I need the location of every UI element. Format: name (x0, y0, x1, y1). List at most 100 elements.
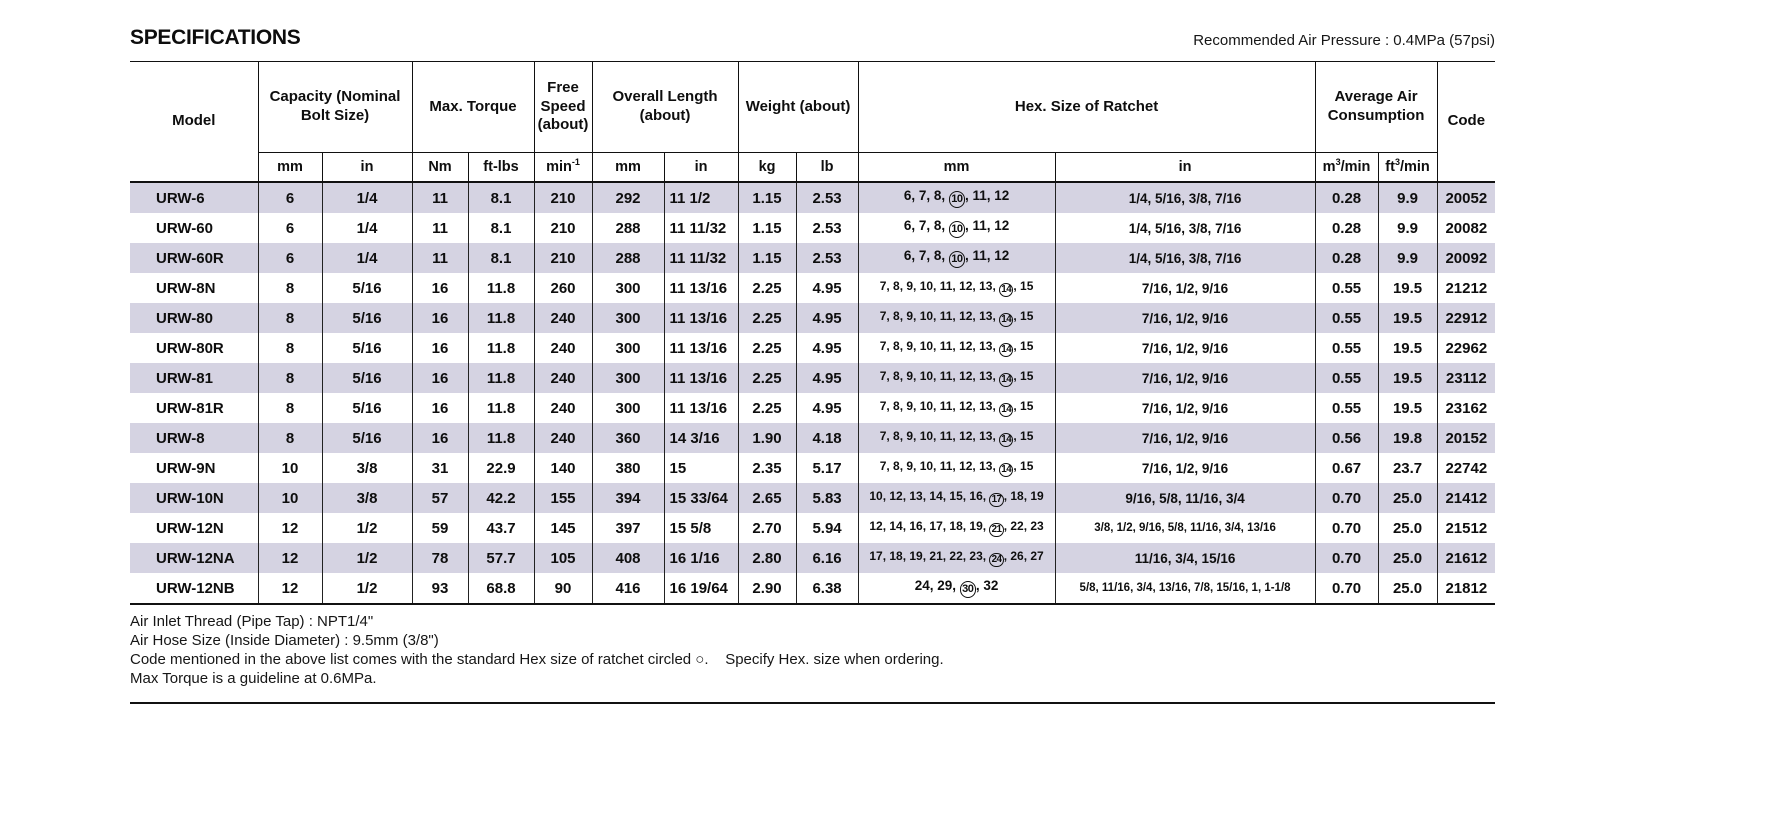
cell-length-mm: 397 (591, 513, 665, 543)
cell-hex-mm: 24, 29, 30, 32 (857, 573, 1056, 604)
cell-hex-in: 7/16, 1/2, 9/16 (1054, 393, 1316, 423)
cell-code: 23162 (1436, 393, 1496, 423)
cell-model: URW-8N (130, 273, 258, 303)
cell-torque-nm: 93 (411, 573, 468, 604)
cell-air-ft3min: 25.0 (1377, 543, 1438, 573)
cell-model: URW-81R (130, 393, 258, 423)
cell-capacity-in: 1/2 (321, 573, 412, 604)
cell-capacity-mm: 8 (257, 303, 322, 333)
cell-code: 21412 (1436, 483, 1496, 513)
cell-capacity-in: 5/16 (321, 393, 412, 423)
cell-code: 20052 (1436, 182, 1496, 213)
cell-air-ft3min: 19.5 (1377, 363, 1438, 393)
cell-length-in: 15 5/8 (663, 513, 739, 543)
specifications-table: Model Capacity (Nominal Bolt Size) Max. … (130, 61, 1496, 605)
cell-torque-nm: 16 (411, 273, 468, 303)
cell-length-in: 16 19/64 (663, 573, 739, 604)
cell-torque-ftlbs: 8.1 (467, 213, 535, 243)
cell-free-speed: 210 (533, 182, 593, 213)
bottom-rule (130, 702, 1495, 704)
cell-hex-mm: 6, 7, 8, 10, 11, 12 (857, 243, 1056, 273)
footnote: Code mentioned in the above list comes w… (130, 651, 944, 668)
cell-length-in: 14 3/16 (663, 423, 739, 453)
cell-model: URW-9N (130, 453, 258, 483)
unit-header: ft-lbs (467, 152, 535, 182)
unit-header: lb (795, 152, 859, 182)
cell-hex-in: 7/16, 1/2, 9/16 (1054, 423, 1316, 453)
cell-free-speed: 240 (533, 333, 593, 363)
cell-capacity-mm: 12 (257, 573, 322, 604)
cell-weight-kg: 1.15 (737, 243, 797, 273)
cell-capacity-mm: 8 (257, 423, 322, 453)
cell-torque-ftlbs: 11.8 (467, 273, 535, 303)
cell-weight-lb: 2.53 (795, 182, 859, 213)
cell-model: URW-80 (130, 303, 258, 333)
table-row: URW-8 8 5/16 16 11.8 240 360 14 3/16 1.90 4.18 7, … (130, 423, 1496, 453)
cell-weight-lb: 4.95 (795, 333, 859, 363)
cell-weight-kg: 2.80 (737, 543, 797, 573)
footnote: Air Inlet Thread (Pipe Tap) : NPT1/4" (130, 613, 374, 630)
cell-model: URW-6 (130, 182, 258, 213)
cell-weight-kg: 1.15 (737, 213, 797, 243)
cell-hex-mm: 7, 8, 9, 10, 11, 12, 13, 14, 15 (857, 363, 1056, 393)
col-header-free-speed: Free Speed (about) (533, 61, 593, 153)
table-row: URW-12NB 12 1/2 93 68.8 90 416 16 19/64 2.90 6.38… (130, 573, 1496, 604)
cell-free-speed: 240 (533, 393, 593, 423)
footnote: Max Torque is a guideline at 0.6MPa. (130, 670, 377, 687)
cell-model: URW-12N (130, 513, 258, 543)
circled-number: 17 (989, 492, 1004, 508)
cell-length-mm: 394 (591, 483, 665, 513)
cell-length-in: 11 13/16 (663, 273, 739, 303)
cell-torque-nm: 11 (411, 243, 468, 273)
cell-torque-nm: 57 (411, 483, 468, 513)
col-header-max-torque: Max. Torque (411, 61, 535, 153)
cell-air-m3min: 0.28 (1314, 182, 1379, 213)
cell-free-speed: 140 (533, 453, 593, 483)
cell-torque-nm: 78 (411, 543, 468, 573)
cell-length-in: 11 13/16 (663, 303, 739, 333)
cell-capacity-mm: 12 (257, 513, 322, 543)
cell-weight-lb: 6.38 (795, 573, 859, 604)
table-row: URW-6 6 1/4 11 8.1 210 292 11 1/2 1.15 2.53 6, 7, … (130, 182, 1496, 213)
cell-length-mm: 288 (591, 243, 665, 273)
cell-hex-in: 5/8, 11/16, 3/4, 13/16, 7/8, 15/16, 1, 1… (1054, 573, 1316, 604)
cell-length-mm: 408 (591, 543, 665, 573)
cell-air-ft3min: 19.5 (1377, 303, 1438, 333)
cell-capacity-mm: 10 (257, 483, 322, 513)
cell-length-mm: 380 (591, 453, 665, 483)
cell-torque-nm: 31 (411, 453, 468, 483)
cell-hex-in: 7/16, 1/2, 9/16 (1054, 303, 1316, 333)
cell-air-m3min: 0.28 (1314, 243, 1379, 273)
cell-hex-mm: 7, 8, 9, 10, 11, 12, 13, 14, 15 (857, 303, 1056, 333)
cell-weight-kg: 1.90 (737, 423, 797, 453)
cell-air-m3min: 0.55 (1314, 333, 1379, 363)
cell-air-m3min: 0.55 (1314, 303, 1379, 333)
cell-torque-ftlbs: 43.7 (467, 513, 535, 543)
cell-capacity-mm: 6 (257, 243, 322, 273)
cell-air-m3min: 0.70 (1314, 543, 1379, 573)
cell-air-ft3min: 23.7 (1377, 453, 1438, 483)
cell-length-mm: 292 (591, 182, 665, 213)
col-header-weight: Weight (about) (737, 61, 859, 153)
cell-length-in: 11 11/32 (663, 213, 739, 243)
cell-torque-ftlbs: 11.8 (467, 423, 535, 453)
table-row: URW-81 8 5/16 16 11.8 240 300 11 13/16 2.25 4.95 7… (130, 363, 1496, 393)
col-header-hex-size: Hex. Size of Ratchet (857, 61, 1316, 153)
cell-length-mm: 300 (591, 333, 665, 363)
cell-air-m3min: 0.28 (1314, 213, 1379, 243)
table-row: URW-81R 8 5/16 16 11.8 240 300 11 13/16 2.25 4.95… (130, 393, 1496, 423)
cell-code: 22742 (1436, 453, 1496, 483)
cell-hex-mm: 6, 7, 8, 10, 11, 12 (857, 213, 1056, 243)
cell-air-m3min: 0.70 (1314, 573, 1379, 604)
circled-number: 10 (948, 191, 965, 208)
cell-capacity-in: 3/8 (321, 453, 412, 483)
cell-length-mm: 300 (591, 393, 665, 423)
circled-number: 14 (999, 432, 1014, 448)
cell-weight-lb: 4.95 (795, 393, 859, 423)
cell-free-speed: 210 (533, 213, 593, 243)
cell-code: 23112 (1436, 363, 1496, 393)
cell-hex-mm: 7, 8, 9, 10, 11, 12, 13, 14, 15 (857, 453, 1056, 483)
cell-capacity-in: 1/4 (321, 243, 412, 273)
cell-capacity-mm: 8 (257, 333, 322, 363)
cell-hex-mm: 7, 8, 9, 10, 11, 12, 13, 14, 15 (857, 423, 1056, 453)
